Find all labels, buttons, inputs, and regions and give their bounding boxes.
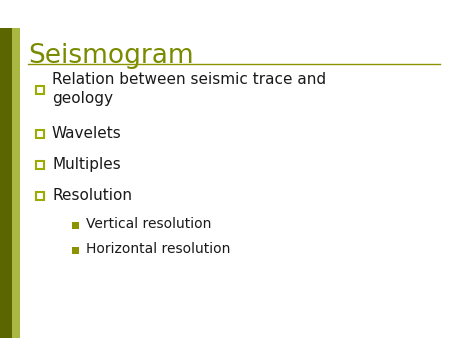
Text: Resolution: Resolution [52, 188, 132, 202]
Text: Multiples: Multiples [52, 156, 121, 171]
Bar [36, 86, 44, 94]
Bar [12, 0, 20, 338]
Text: Wavelets: Wavelets [52, 125, 122, 141]
Bar [72, 246, 79, 254]
Bar [36, 192, 44, 200]
Text: Seismogram: Seismogram [28, 43, 194, 69]
Bar [0, 0, 450, 28]
Bar [36, 130, 44, 138]
Bar [36, 161, 44, 169]
Bar [72, 221, 79, 228]
Text: Vertical resolution: Vertical resolution [86, 217, 212, 231]
Bar [0, 0, 12, 338]
Text: Relation between seismic trace and
geology: Relation between seismic trace and geolo… [52, 72, 326, 106]
Text: Horizontal resolution: Horizontal resolution [86, 242, 230, 256]
